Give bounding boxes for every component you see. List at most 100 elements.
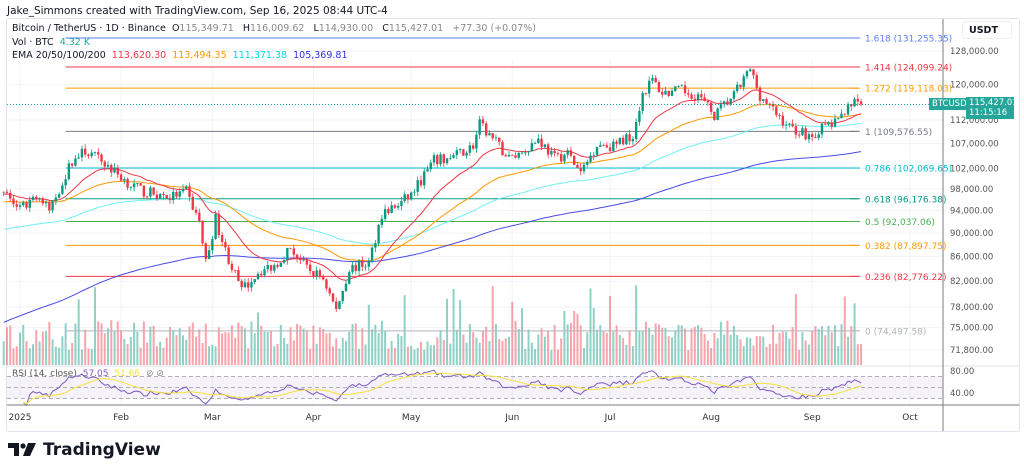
candle-body — [67, 163, 71, 180]
candle-body — [859, 101, 863, 105]
rsi-legend: RSI (14, close) 57.05 51.66 ⊘ ⊘ — [12, 369, 167, 379]
candle-body — [592, 154, 595, 156]
volume-bar — [801, 332, 804, 365]
candle-body — [374, 243, 377, 248]
candle-body — [44, 201, 48, 204]
volume-bar — [856, 344, 859, 365]
ema-label[interactable]: EMA 20/50/100/200 — [12, 50, 106, 61]
fib-label: 0.5 (92,037.06) — [865, 218, 935, 228]
candle-body — [615, 141, 618, 144]
volume-bar — [345, 340, 347, 365]
candle-body — [810, 134, 814, 137]
volume-bar — [638, 331, 641, 365]
volume-bar — [243, 328, 246, 365]
candle-body — [455, 150, 459, 156]
volume-bar — [393, 347, 396, 365]
candle-body — [595, 146, 599, 155]
candle-body — [214, 213, 217, 239]
volume-bar — [371, 329, 374, 365]
low-value: 114,930.00 — [318, 23, 374, 34]
volume-bar — [211, 344, 214, 365]
volume-bar — [175, 335, 178, 365]
volume-bar — [488, 341, 491, 365]
volume-bar — [221, 333, 224, 365]
candle-body — [217, 213, 221, 236]
candle-body — [488, 133, 491, 136]
candle-body — [201, 221, 204, 244]
symbol-title[interactable]: Bitcoin / TetherUS · 1D · Binance — [12, 23, 166, 34]
volume-bar — [413, 349, 416, 365]
candle-body — [64, 179, 67, 186]
candle-body — [559, 154, 563, 162]
currency-selector[interactable]: USDT — [962, 21, 1012, 39]
volume-bar — [834, 325, 836, 365]
candle-body — [788, 123, 791, 125]
volume-bar — [690, 328, 693, 365]
candle-body — [204, 243, 208, 259]
candle-body — [97, 152, 100, 155]
candle-body — [742, 76, 745, 88]
volume-bar — [116, 321, 119, 365]
candle-body — [504, 155, 507, 157]
candle-body — [797, 134, 801, 136]
candle-body — [716, 108, 719, 121]
volume-bar — [240, 326, 243, 365]
candle-body — [113, 167, 116, 173]
volume-bar — [745, 337, 748, 365]
rsi-label[interactable]: RSI (14, close) — [12, 369, 77, 379]
volume-bar — [732, 325, 735, 365]
price-tick-label: 86,000.00 — [950, 253, 993, 263]
tradingview-logo[interactable]: TradingView — [8, 440, 161, 460]
candle-body — [51, 201, 54, 211]
brand-name: TradingView — [43, 440, 161, 460]
volume-bar — [498, 339, 501, 365]
volume-bar — [680, 325, 683, 365]
candle-body — [706, 101, 710, 103]
hidden-icon[interactable]: ⊘ ⊘ — [146, 369, 164, 379]
candle-body — [478, 119, 481, 135]
volume-bar — [426, 341, 429, 365]
candle-body — [837, 118, 840, 120]
volume-bar — [481, 330, 484, 365]
candle-body — [247, 282, 250, 288]
volume-bar — [322, 328, 325, 365]
candle-body — [641, 93, 644, 111]
candle-body — [318, 270, 322, 277]
volume-bar — [289, 327, 292, 365]
volume-bar — [830, 332, 833, 365]
volume-bar — [397, 333, 400, 365]
volume-bar — [860, 343, 863, 365]
symbol-legend: Bitcoin / TetherUS · 1D · Binance O115,3… — [12, 23, 539, 34]
volume-bar — [543, 336, 546, 365]
candle-body — [237, 270, 240, 281]
volume-bar — [149, 326, 152, 365]
candle-body — [778, 115, 781, 116]
candle-body — [279, 262, 282, 267]
volume-bar — [227, 332, 230, 365]
volume-bar — [103, 333, 106, 365]
candle-body — [501, 141, 504, 156]
volume-bar — [367, 304, 370, 365]
volume-bar — [452, 289, 455, 365]
candle-body — [25, 202, 28, 208]
candle-body — [791, 123, 794, 127]
candle-body — [625, 134, 628, 145]
volume-label[interactable]: Vol · BTC — [12, 37, 54, 48]
candle-body — [719, 104, 723, 109]
fib-label: 0 (74,497.58) — [865, 327, 926, 337]
candle-body — [15, 204, 18, 207]
price-tick-label: 107,000.00 — [950, 140, 999, 150]
candle-body — [494, 137, 498, 139]
high-value: 116,009.62 — [250, 23, 305, 34]
time-tick-label: May — [402, 413, 421, 423]
fib-label: 0.382 (87,897.75) — [865, 242, 946, 252]
candle-body — [308, 264, 312, 272]
volume-value: 4.32 K — [59, 37, 91, 48]
candle-body — [794, 126, 798, 135]
candle-body — [38, 198, 41, 200]
volume-bar — [641, 330, 644, 365]
volume-bar — [657, 324, 660, 365]
volume-bar — [547, 330, 550, 365]
volume-bar — [442, 339, 445, 365]
